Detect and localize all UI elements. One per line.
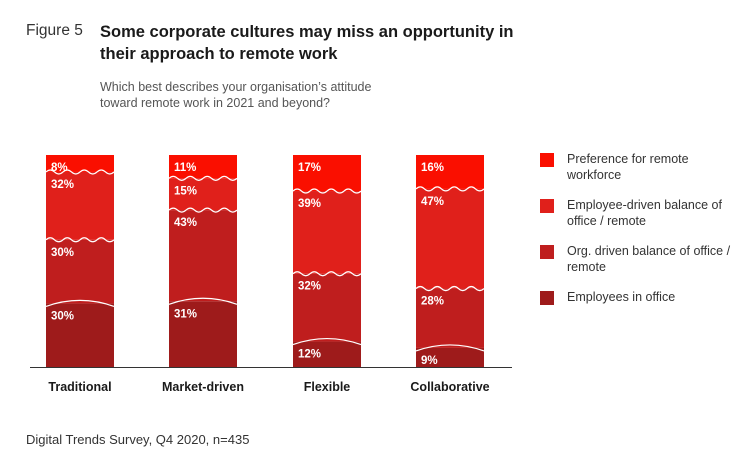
data-label: 11% — [174, 162, 196, 174]
bar-segment — [169, 178, 237, 211]
data-label: 30% — [51, 247, 74, 259]
segment-divider — [45, 169, 115, 175]
segment-divider — [292, 188, 362, 194]
data-label: 32% — [51, 179, 74, 191]
source-note: Digital Trends Survey, Q4 2020, n=435 — [26, 432, 250, 447]
bar-segment — [46, 303, 114, 367]
chart-subtitle: Which best describes your organisation’s… — [100, 80, 372, 110]
chart-title: Some corporate cultures may miss an oppo… — [100, 23, 514, 63]
bar-segment — [293, 155, 361, 192]
x-tick-label: Traditional — [48, 380, 111, 394]
legend-swatch — [540, 291, 554, 305]
data-label: 17% — [298, 162, 321, 174]
segment-divider — [168, 175, 238, 181]
legend-label: Org. driven balance of office / remote — [567, 244, 731, 274]
legend-swatch — [540, 153, 554, 167]
segment-divider — [45, 237, 115, 243]
bar-segment — [293, 273, 361, 342]
segment-divider — [45, 299, 115, 307]
segment-divider — [292, 271, 362, 277]
data-label: 12% — [298, 349, 321, 361]
data-label: 30% — [51, 310, 74, 322]
x-tick-label: Market-driven — [162, 380, 244, 394]
data-label: 43% — [174, 217, 197, 229]
data-label: 8% — [51, 162, 68, 174]
data-label: 47% — [421, 196, 444, 208]
bar-segment — [169, 210, 237, 302]
bar-segment — [46, 171, 114, 240]
bar-segment — [293, 341, 361, 367]
data-label: 32% — [298, 281, 321, 293]
legend-label: Employees in office — [567, 290, 676, 304]
x-tick-label: Collaborative — [410, 380, 489, 394]
data-label: 28% — [421, 296, 444, 308]
data-label: 31% — [174, 308, 197, 320]
bar-segment — [169, 155, 237, 179]
data-label: 15% — [174, 185, 197, 197]
figure-label: Figure 5 — [26, 22, 83, 39]
bar-segment — [46, 155, 114, 172]
segment-divider — [168, 207, 238, 213]
legend-label: Employee-driven balance of office / remo… — [567, 198, 722, 228]
bar-segment — [169, 301, 237, 367]
bar-segment — [416, 188, 484, 289]
bar-segment — [46, 239, 114, 304]
data-label: 39% — [298, 198, 321, 210]
segment-divider — [415, 186, 485, 192]
legend-swatch — [540, 245, 554, 259]
legend-swatch — [540, 199, 554, 213]
segment-divider — [292, 338, 362, 346]
segment-divider — [168, 297, 238, 305]
bar-segment — [416, 347, 484, 367]
bar-segment — [293, 191, 361, 274]
segment-divider — [415, 285, 485, 292]
x-tick-label: Flexible — [304, 380, 351, 394]
data-label: 16% — [421, 162, 444, 174]
bar-segment — [416, 288, 484, 348]
data-label: 9% — [421, 355, 438, 367]
legend-label: Preference for remote workforce — [567, 152, 689, 182]
bar-segment — [416, 155, 484, 189]
segment-divider — [415, 344, 485, 352]
